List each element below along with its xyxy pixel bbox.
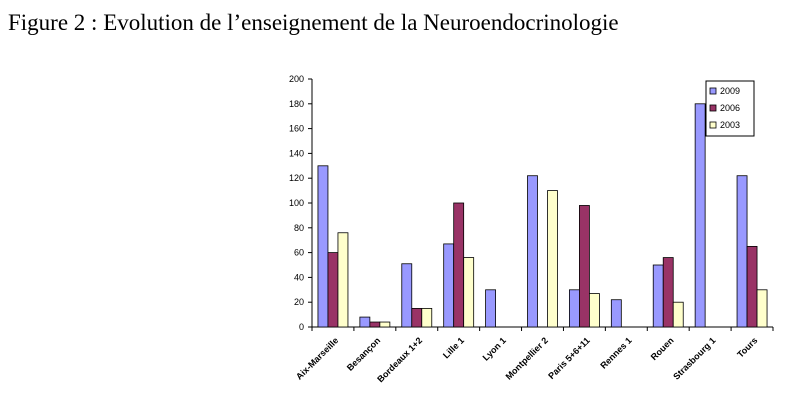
figure-caption: Figure 2 : Evolution de l’enseignement d…: [8, 10, 619, 35]
category-label: Tours: [735, 335, 759, 359]
bar-2009-6: [569, 289, 580, 328]
legend-label: 2003: [720, 120, 740, 130]
chart-legend: 2009 2006 2003: [705, 80, 755, 137]
bar-2006-3: [453, 202, 465, 328]
legend-swatch: [709, 87, 717, 95]
bar-2009-4: [485, 289, 496, 328]
legend-swatch: [709, 104, 717, 112]
legend-label: 2006: [720, 103, 740, 113]
bar-2006-10: [746, 245, 758, 328]
bar-2006-6: [579, 205, 590, 328]
bar-2009-5: [527, 175, 538, 328]
bar-2009-2: [401, 263, 413, 328]
legend-label: 2009: [720, 86, 740, 96]
chart-bars: [317, 103, 768, 328]
bar-2003-2: [421, 307, 433, 328]
bar-2009-0: [317, 165, 329, 328]
bar-2006-1: [369, 321, 381, 328]
bar-2006-8: [662, 257, 674, 328]
bar-2003-6: [589, 293, 600, 328]
category-label: Rennes 1: [598, 335, 633, 370]
category-label: Besançon: [345, 335, 382, 372]
y-tick-label: 160: [289, 124, 304, 134]
y-tick-label: 40: [294, 272, 304, 282]
category-label: Lyon 1: [481, 335, 508, 362]
category-label: Lille 1: [441, 335, 466, 360]
bar-2009-1: [359, 316, 371, 328]
bar-2006-2: [411, 307, 423, 328]
bar-2003-1: [379, 321, 391, 328]
bar-2003-8: [672, 301, 684, 328]
bar-2003-0: [337, 232, 349, 328]
category-label: Rouen: [649, 335, 676, 362]
bar-2003-3: [463, 257, 475, 328]
y-tick-label: 0: [299, 322, 304, 332]
bar-2009-10: [736, 175, 748, 328]
bar-2003-10: [756, 289, 768, 328]
category-label: Strasbourg 1: [671, 335, 717, 381]
bar-2003-5: [547, 190, 558, 328]
y-tick-label: 120: [289, 173, 304, 183]
bar-2009-3: [443, 243, 455, 328]
category-label: Bordeaux 1+2: [375, 335, 424, 384]
bar-2006-0: [327, 252, 339, 328]
category-label: Aix-Marseille: [294, 335, 340, 381]
y-tick-label: 140: [289, 148, 304, 158]
y-tick-label: 80: [294, 223, 304, 233]
bar-2009-8: [652, 264, 664, 328]
bar-2009-7: [610, 299, 622, 328]
y-tick-label: 20: [294, 297, 304, 307]
y-tick-label: 60: [294, 248, 304, 258]
y-tick-label: 180: [289, 99, 304, 109]
y-tick-label: 200: [289, 74, 304, 84]
category-label: Paris 5+6+11: [546, 335, 592, 381]
bar-2009-9: [694, 103, 706, 328]
y-tick-label: 100: [289, 198, 304, 208]
legend-swatch: [709, 121, 717, 129]
category-label: Montpellier 2: [504, 335, 550, 381]
